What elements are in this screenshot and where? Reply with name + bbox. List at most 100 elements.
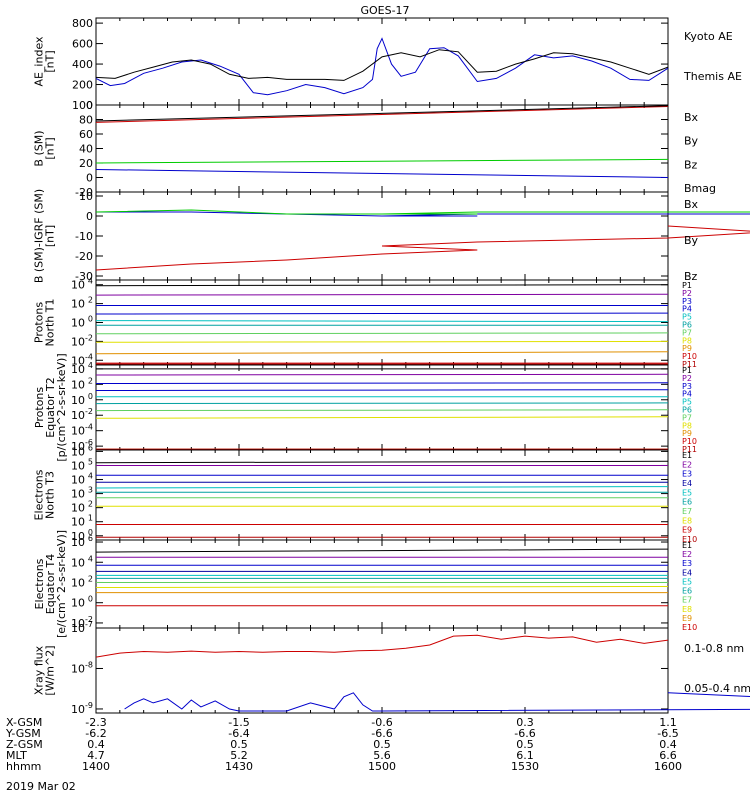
y-tick-label: 10: [71, 556, 85, 569]
y-tick-label: 10: [79, 190, 93, 203]
series-themis-ae: [95, 49, 669, 81]
footer-value: -2.3: [85, 716, 106, 729]
legend-p7: P7: [682, 328, 692, 337]
y-tick-exponent: 2: [88, 500, 93, 509]
plot-title: GOES-17: [360, 4, 409, 17]
footer-row-label: MLT: [6, 749, 27, 762]
series-0-05-0-4-nm: [124, 692, 750, 712]
legend-bx: Bx: [684, 198, 699, 211]
series-p4: [95, 312, 669, 315]
series-by: [95, 158, 669, 164]
footer-value: 1.1: [659, 716, 677, 729]
series-p1: [95, 284, 669, 287]
footer-value: 1530: [511, 760, 539, 773]
y-tick-exponent: 4: [88, 472, 93, 481]
y-tick-exponent: 2: [88, 296, 93, 305]
footer-value: 5.6: [373, 749, 391, 762]
footer-value: 0.4: [87, 738, 105, 751]
y-tick-label: 10: [71, 703, 85, 716]
y-tick-label: 10: [71, 425, 85, 438]
y-tick-label: 10: [71, 516, 85, 529]
footer-value: 0.3: [516, 716, 534, 729]
panel-ae: 0 200 400 600 800 AE_index[nT] Kyoto AE Themis …: [33, 17, 742, 112]
y-tick-label: 10: [71, 409, 85, 422]
legend-bx: Bx: [684, 111, 699, 124]
y-tick-label: 10: [71, 378, 85, 391]
y-tick-label: 10: [71, 317, 85, 330]
y-tick-label: 800: [72, 17, 93, 30]
y-tick-exponent: 5: [88, 457, 93, 466]
y-tick-exponent: 4: [88, 277, 93, 286]
footer-value: 1430: [225, 760, 253, 773]
y-axis-label: AE_index: [33, 36, 46, 87]
legend-bz: Bz: [684, 158, 698, 171]
series-bz: [95, 106, 669, 123]
footer-value: -1.5: [228, 716, 249, 729]
y-tick-label: 10: [71, 335, 85, 348]
y-tick-exponent: -2: [85, 333, 93, 342]
y-tick-exponent: -2: [85, 615, 93, 624]
series-kyoto-ae: [95, 37, 669, 96]
y-tick-label: 10: [71, 576, 85, 589]
y-tick-label: 20: [79, 157, 93, 170]
y-axis-label: North T3: [44, 471, 57, 519]
series-bmag: [95, 105, 669, 122]
series-bx: [96, 211, 750, 217]
legend-p6: P6: [682, 321, 692, 330]
legend-p1: P1: [682, 366, 692, 375]
y-tick-exponent: -7: [85, 620, 93, 629]
footer-value: -6.5: [657, 727, 678, 740]
panel-frame: [95, 191, 669, 281]
legend-p5: P5: [682, 313, 692, 322]
legend-e5: E5: [682, 577, 692, 586]
series-p9: [95, 351, 669, 355]
y-tick-exponent: -6: [85, 438, 93, 447]
y-tick-label: 10: [71, 354, 85, 367]
series-p7: [95, 332, 669, 335]
legend-e2: E2: [682, 460, 692, 469]
y-tick-exponent: 3: [88, 486, 93, 495]
y-tick-exponent: 0: [88, 392, 93, 401]
y-axis-label: [nT]: [44, 225, 57, 247]
y-tick-exponent: 2: [88, 376, 93, 385]
series-p8: [95, 340, 669, 343]
y-tick-label: 0: [86, 172, 93, 185]
y-axis-label: B (SM): [33, 130, 46, 166]
legend-e9: E9: [682, 614, 692, 623]
series-e1: [95, 548, 669, 553]
footer-value: 4.7: [87, 749, 105, 762]
legend-long-xray: 0.1-0.8 nm: [684, 642, 744, 655]
legend-p1: P1: [682, 281, 692, 290]
panel-frame: [95, 364, 669, 451]
y-axis-label: [W/m^2]: [44, 645, 57, 695]
legend-by: By: [684, 234, 699, 247]
legend-e8: E8: [682, 605, 692, 614]
legend-e10: E10: [682, 623, 697, 632]
y-tick-label: 10: [71, 617, 85, 630]
footer-row-label: hhmm: [6, 760, 41, 773]
legend-e6: E6: [682, 498, 692, 507]
y-tick-exponent: 0: [88, 528, 93, 537]
y-axis-label: North T1: [44, 299, 57, 347]
y-tick-label: 10: [71, 502, 85, 515]
series-p2: [95, 293, 669, 296]
series-p4: [95, 389, 669, 391]
y-axis-label: [p/(cm^2-s-sr-keV)]: [55, 353, 68, 461]
y-tick-label: 10: [71, 530, 85, 543]
series-p5: [95, 320, 669, 323]
panel-frame: [95, 104, 669, 193]
series-e5: [95, 486, 669, 489]
legend-e1: E1: [682, 541, 692, 550]
legend-p9: P9: [682, 344, 692, 353]
footer-value: 6.6: [659, 749, 677, 762]
legend-e8: E8: [682, 516, 692, 525]
y-tick-label: 400: [72, 58, 93, 71]
series-e8: [95, 586, 669, 588]
footer-value: 0.5: [230, 738, 248, 751]
y-axis-label: Electrons: [33, 558, 46, 609]
y-tick-label: 100: [72, 99, 93, 112]
legend-e6: E6: [682, 587, 692, 596]
